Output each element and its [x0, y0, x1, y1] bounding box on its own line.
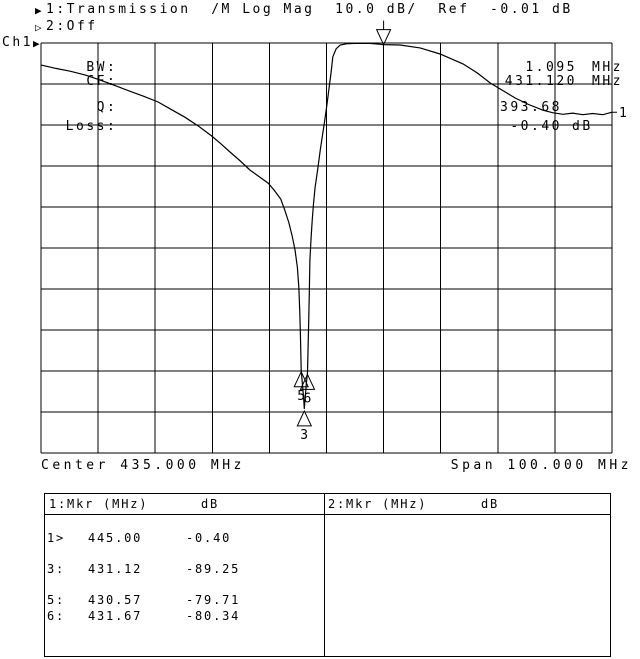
marker-3-db: -89.25 [186, 562, 241, 576]
marker-1-db: -0.40 [186, 531, 232, 545]
cf-label: CF: [86, 74, 118, 89]
q-value: 393.68 [500, 100, 562, 115]
reference-level-marker-icon: ▶ [32, 37, 40, 50]
marker-row-4 [45, 564, 324, 578]
marker-1-triangle-icon [375, 29, 392, 46]
marker-3-number: 3 [300, 428, 308, 443]
loss-value: -0.40 [510, 119, 562, 134]
marker-table-2-unit: dB [481, 497, 500, 511]
marker-5-db: -79.71 [186, 593, 241, 607]
marker-6-id: 6: [47, 609, 66, 623]
marker-3-symbol: 3 [296, 409, 313, 443]
cf-unit: MHz [592, 74, 623, 89]
q-row: Q: 393.68 [0, 87, 640, 115]
measurement-plot: 1 3 56 [40, 20, 627, 454]
bw-value: 1.095 [525, 60, 577, 75]
marker-6-number: 6 [304, 391, 312, 406]
active-trace-marker-icon: ▶ [35, 4, 42, 17]
cf-row: CF: 431.120 MHz [0, 61, 640, 89]
marker-table-1-title: 1:Mkr (MHz) [49, 497, 149, 511]
marker-table-2-title: 2:Mkr (MHz) [328, 497, 428, 511]
loss-label: Loss: [65, 119, 118, 134]
trace-number-label: 1 [619, 106, 627, 121]
bw-unit: MHz [592, 60, 623, 75]
marker-6-freq: 431.67 [88, 609, 143, 623]
marker-1-symbol [375, 20, 392, 46]
q-label: Q: [96, 100, 118, 115]
span-label: Span 100.000 MHz [450, 458, 632, 473]
marker-table-1-unit: dB [201, 497, 220, 511]
trace2-settings-text: 2:Off [46, 19, 98, 34]
bw-row: BW: 1.095 MHz [0, 47, 640, 75]
cf-value: 431.120 [504, 74, 577, 89]
bw-label: BW: [86, 60, 118, 75]
trace-ch1 [40, 42, 613, 409]
loss-row: Loss: -0.40 dB [0, 106, 640, 134]
loss-unit: dB [572, 119, 593, 134]
trace2-settings-line: ▷ 2:Off [35, 20, 98, 35]
marker-6-triangle-icon [299, 373, 316, 390]
marker-3-id: 3: [47, 562, 66, 576]
marker-row-5: 5: 430.57 -79.71 [45, 579, 324, 607]
marker-1-freq: 445.00 [88, 531, 143, 545]
marker-5-number: 5 [297, 389, 305, 404]
inactive-trace-marker-icon: ▷ [35, 21, 42, 34]
marker-row-3: 3: 431.12 -89.25 [45, 548, 324, 576]
marker-row-2 [45, 533, 324, 547]
channel-label: Ch1▶ [2, 36, 44, 51]
marker-row-1: 1> 445.00 -0.40 [45, 517, 324, 545]
marker-tables: 1:Mkr (MHz) dB 2:Mkr (MHz) dB 1> 445.00 -0… [44, 493, 611, 657]
marker-5-freq: 430.57 [88, 593, 143, 607]
marker-table-header-separator [45, 514, 610, 515]
marker-3-triangle-icon [296, 409, 313, 427]
marker-1-id: 1> [47, 531, 66, 545]
trace1-settings-text: 1:Transmission /M Log Mag 10.0 dB/ Ref -… [46, 2, 573, 17]
marker-3-freq: 431.12 [88, 562, 143, 576]
trace1-settings-line: ▶ 1:Transmission /M Log Mag 10.0 dB/ Ref … [35, 3, 573, 18]
center-frequency-label: Center 435.000 MHz [41, 458, 245, 473]
marker-5-id: 5: [47, 593, 66, 607]
marker-table-divider [324, 494, 325, 656]
marker-row-6: 6: 431.67 -80.34 [45, 595, 324, 623]
channel-label-text: Ch1 [2, 35, 33, 50]
marker-6-symbol: 6 [299, 373, 316, 406]
marker-6-db: -80.34 [186, 609, 241, 623]
